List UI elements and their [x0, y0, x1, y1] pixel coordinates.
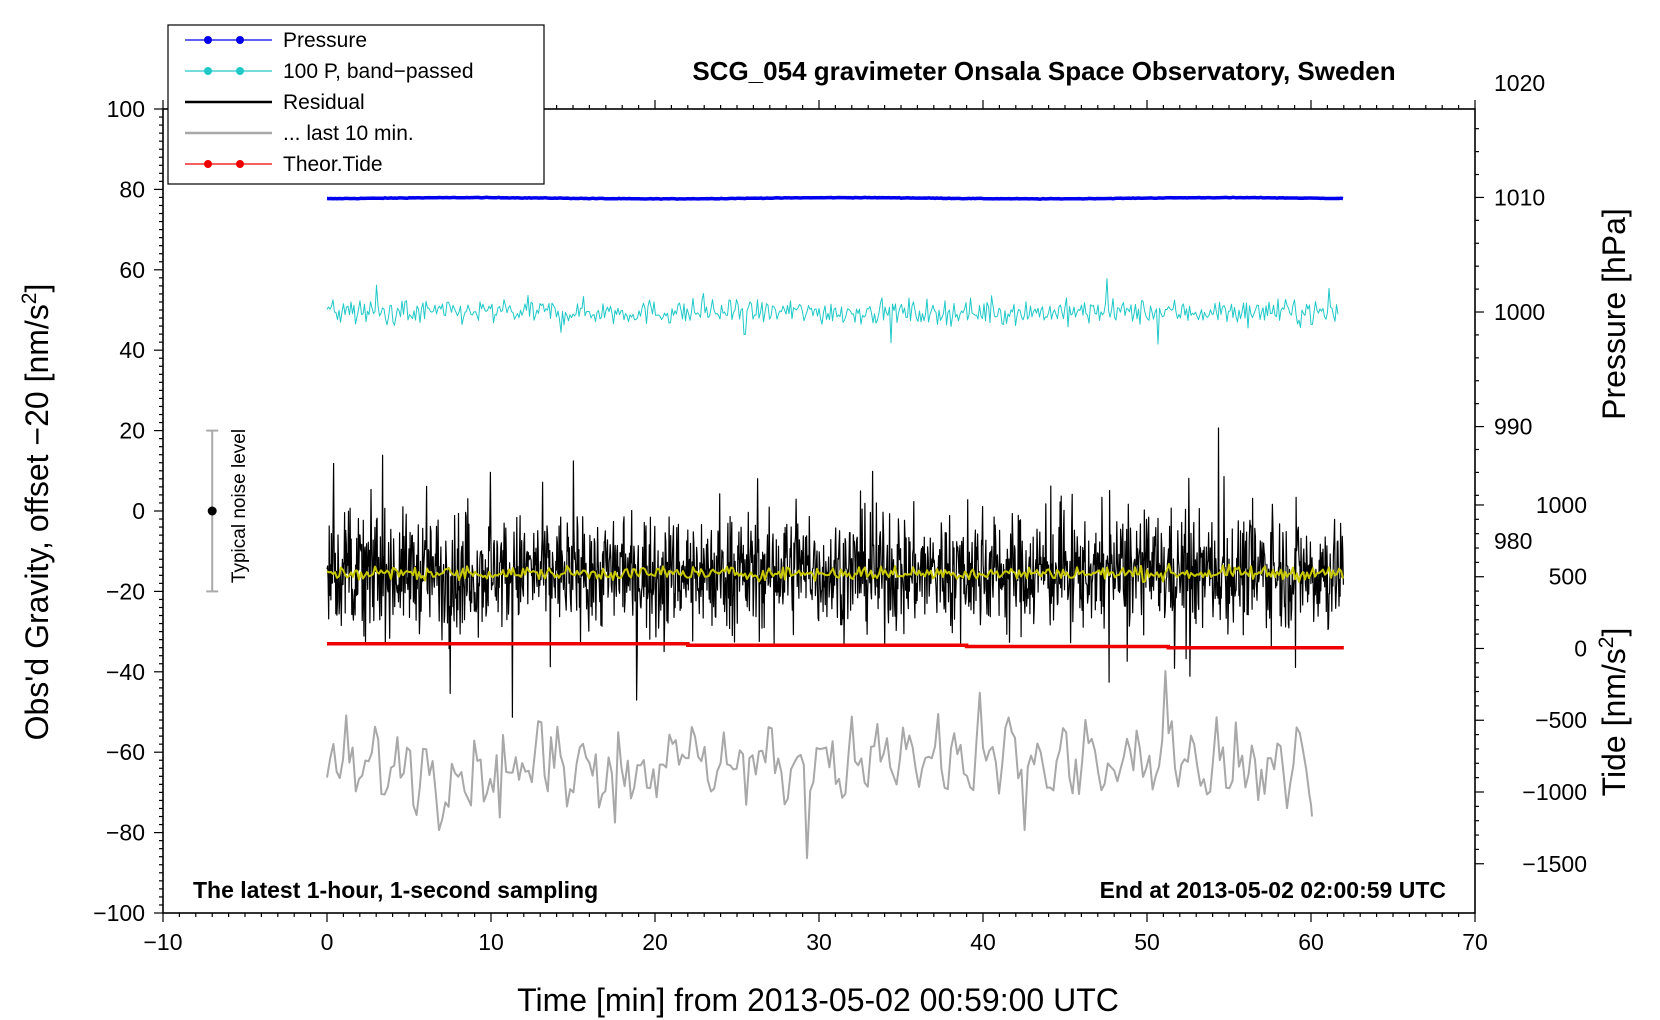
- y-axis-title-left: Obs'd Gravity, offset −20 [nm/s2]: [18, 284, 55, 741]
- series-line-residual-smoothed: [326, 563, 1344, 583]
- y-tick-label: −40: [106, 659, 145, 685]
- legend-marker: [236, 67, 244, 75]
- y-tick-label: 80: [119, 176, 145, 202]
- legend: Pressure 100 P, band−passed Residual ... la…: [167, 24, 545, 185]
- legend-marker: [204, 67, 212, 75]
- noise-level-bar: [206, 429, 219, 593]
- sampling-annotation: The latest 1-hour, 1-second sampling: [193, 877, 598, 903]
- plot-frame: [162, 108, 1476, 914]
- y-tick-label: −100: [93, 900, 145, 926]
- y-tick-label: 40: [119, 337, 145, 363]
- legend-label: Theor.Tide: [283, 153, 383, 176]
- series-line-residual: [326, 427, 1344, 718]
- legend-marker: [204, 160, 212, 168]
- pressure-tick-label: 990: [1494, 414, 1532, 440]
- x-tick-label: 50: [1134, 929, 1160, 955]
- pressure-tick-label: 980: [1494, 528, 1532, 554]
- tide-tick-label: −1000: [1522, 779, 1587, 805]
- pressure-tick-label: 1010: [1494, 184, 1545, 210]
- tide-tick-label: −1500: [1522, 851, 1587, 877]
- x-tick-label: 20: [642, 929, 668, 955]
- noise-bar-center: [207, 506, 217, 516]
- y-tick-label: 100: [107, 96, 145, 122]
- series-line-last10: [326, 670, 1313, 860]
- plot-lines: [326, 195, 1344, 860]
- x-tick-label: 10: [478, 929, 504, 955]
- tide-tick-label: 1000: [1536, 492, 1587, 518]
- axis-tick-labels: −10 0 10 20 30 40 50 60 70−100−80−60−40−20020406…: [93, 70, 1587, 955]
- noise-level-label: Typical noise level: [229, 429, 250, 583]
- legend-label: Pressure: [283, 29, 367, 52]
- y-tick-label: 0: [132, 498, 145, 524]
- pressure-tick-label: 1000: [1494, 299, 1545, 325]
- x-tick-label: 0: [321, 929, 334, 955]
- legend-marker: [236, 36, 244, 44]
- axis-ticks: [154, 100, 1484, 922]
- series-line-pressure: [326, 195, 1344, 201]
- legend-label: Residual: [283, 91, 365, 114]
- series-line-bandpassed: [326, 278, 1339, 345]
- y-axis-title-pressure: Pressure [hPa]: [1596, 208, 1632, 420]
- x-tick-label: 60: [1298, 929, 1324, 955]
- legend-label: 100 P, band−passed: [283, 60, 474, 83]
- y-tick-label: −20: [106, 578, 145, 604]
- tide-tick-label: −500: [1535, 707, 1587, 733]
- x-tick-label: −10: [143, 929, 182, 955]
- x-tick-label: 70: [1462, 929, 1488, 955]
- chart-title: SCG_054 gravimeter Onsala Space Observat…: [692, 56, 1395, 86]
- tide-tick-label: 0: [1574, 635, 1587, 661]
- x-tick-label: 30: [806, 929, 832, 955]
- series-line-tide: [327, 641, 1344, 650]
- legend-marker: [236, 160, 244, 168]
- end-time-annotation: End at 2013-05-02 02:00:59 UTC: [1100, 877, 1446, 903]
- pressure-tick-label: 1020: [1494, 70, 1545, 96]
- y-tick-label: 20: [119, 418, 145, 444]
- y-tick-label: −80: [106, 820, 145, 846]
- x-tick-label: 40: [970, 929, 996, 955]
- y-axis-title-tide: Tide [nm/s2]: [1595, 628, 1632, 797]
- legend-box: [167, 24, 545, 185]
- y-tick-label: −60: [106, 739, 145, 765]
- legend-label: ... last 10 min.: [283, 122, 414, 145]
- legend-marker: [204, 36, 212, 44]
- tide-tick-label: 500: [1549, 564, 1587, 590]
- y-tick-label: 60: [119, 257, 145, 283]
- x-axis-title: Time [min] from 2013-05-02 00:59:00 UTC: [517, 982, 1119, 1018]
